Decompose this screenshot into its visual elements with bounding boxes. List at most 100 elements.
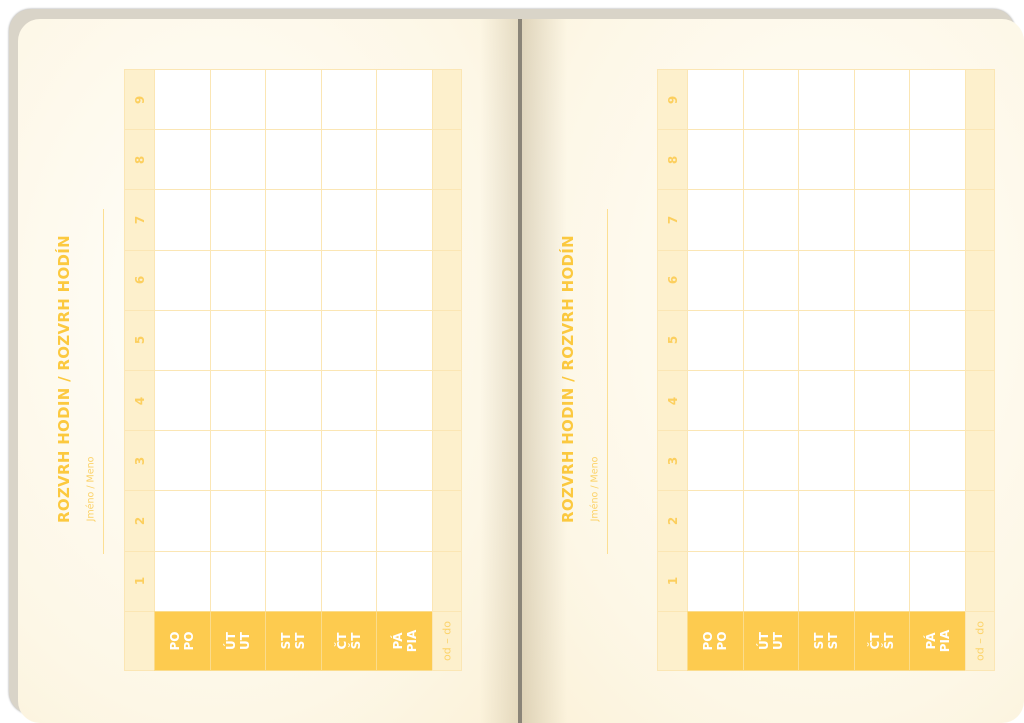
timetable-cell[interactable] [265, 309, 322, 371]
timetable-cell[interactable] [687, 189, 744, 251]
timetable-cell[interactable] [742, 309, 800, 371]
timetable-cell[interactable] [376, 370, 433, 432]
timetable-cell[interactable] [265, 430, 322, 492]
timetable-cell[interactable] [320, 550, 378, 612]
timetable-cell[interactable] [154, 189, 211, 251]
timetable-cell[interactable] [154, 69, 211, 131]
timetable-cell[interactable] [853, 69, 911, 131]
timetable-cell[interactable] [798, 490, 855, 552]
timetable-cell[interactable] [320, 129, 378, 191]
timetable-cell[interactable] [853, 189, 911, 251]
timetable-cell[interactable] [154, 370, 211, 432]
timetable-cell[interactable] [798, 69, 855, 131]
time-cell[interactable] [432, 370, 462, 432]
timetable-cell[interactable] [909, 550, 966, 612]
time-cell[interactable] [965, 490, 995, 552]
timetable-cell[interactable] [853, 490, 911, 552]
time-cell[interactable] [965, 69, 995, 131]
time-cell[interactable] [432, 490, 462, 552]
timetable-cell[interactable] [376, 129, 433, 191]
timetable-cell[interactable] [798, 430, 855, 492]
timetable-cell[interactable] [909, 309, 966, 371]
timetable-cell[interactable] [209, 430, 267, 492]
timetable-cell[interactable] [154, 249, 211, 311]
timetable-cell[interactable] [909, 129, 966, 191]
time-cell[interactable] [432, 69, 462, 131]
timetable-cell[interactable] [798, 309, 855, 371]
timetable-cell[interactable] [320, 69, 378, 131]
timetable-cell[interactable] [853, 249, 911, 311]
timetable-cell[interactable] [154, 309, 211, 371]
name-field-line[interactable] [607, 209, 608, 554]
timetable-cell[interactable] [209, 189, 267, 251]
timetable-cell[interactable] [798, 550, 855, 612]
timetable-cell[interactable] [265, 129, 322, 191]
timetable-cell[interactable] [154, 550, 211, 612]
timetable-cell[interactable] [909, 189, 966, 251]
timetable-cell[interactable] [742, 490, 800, 552]
timetable-cell[interactable] [742, 550, 800, 612]
timetable-cell[interactable] [209, 370, 267, 432]
name-field-line[interactable] [103, 209, 104, 554]
timetable-cell[interactable] [742, 129, 800, 191]
timetable-cell[interactable] [376, 309, 433, 371]
timetable-cell[interactable] [320, 309, 378, 371]
time-cell[interactable] [965, 309, 995, 371]
timetable-cell[interactable] [209, 129, 267, 191]
timetable-cell[interactable] [209, 490, 267, 552]
timetable-cell[interactable] [853, 430, 911, 492]
timetable-cell[interactable] [853, 129, 911, 191]
timetable-cell[interactable] [376, 69, 433, 131]
timetable-cell[interactable] [909, 249, 966, 311]
timetable-cell[interactable] [687, 490, 744, 552]
time-cell[interactable] [432, 189, 462, 251]
time-cell[interactable] [965, 430, 995, 492]
timetable-cell[interactable] [376, 430, 433, 492]
timetable-cell[interactable] [853, 309, 911, 371]
timetable-cell[interactable] [798, 370, 855, 432]
time-cell[interactable] [965, 189, 995, 251]
timetable-cell[interactable] [742, 69, 800, 131]
timetable-cell[interactable] [209, 249, 267, 311]
timetable-cell[interactable] [209, 550, 267, 612]
timetable-cell[interactable] [265, 370, 322, 432]
timetable-cell[interactable] [798, 249, 855, 311]
timetable-cell[interactable] [376, 550, 433, 612]
timetable-cell[interactable] [376, 490, 433, 552]
timetable-cell[interactable] [154, 430, 211, 492]
timetable-cell[interactable] [687, 430, 744, 492]
time-cell[interactable] [965, 550, 995, 612]
timetable-cell[interactable] [376, 249, 433, 311]
timetable-cell[interactable] [320, 490, 378, 552]
timetable-cell[interactable] [154, 490, 211, 552]
timetable-cell[interactable] [265, 189, 322, 251]
timetable-cell[interactable] [320, 370, 378, 432]
timetable-cell[interactable] [687, 309, 744, 371]
timetable-cell[interactable] [909, 490, 966, 552]
timetable-cell[interactable] [742, 430, 800, 492]
time-cell[interactable] [965, 370, 995, 432]
time-cell[interactable] [965, 129, 995, 191]
timetable-cell[interactable] [265, 69, 322, 131]
timetable-cell[interactable] [742, 189, 800, 251]
timetable-cell[interactable] [320, 189, 378, 251]
timetable-cell[interactable] [853, 550, 911, 612]
timetable-cell[interactable] [687, 129, 744, 191]
timetable-cell[interactable] [742, 370, 800, 432]
timetable-cell[interactable] [742, 249, 800, 311]
timetable-cell[interactable] [687, 249, 744, 311]
timetable-cell[interactable] [265, 550, 322, 612]
timetable-cell[interactable] [154, 129, 211, 191]
timetable-cell[interactable] [909, 430, 966, 492]
timetable-cell[interactable] [209, 309, 267, 371]
timetable-cell[interactable] [687, 370, 744, 432]
time-cell[interactable] [432, 129, 462, 191]
timetable-cell[interactable] [209, 69, 267, 131]
timetable-cell[interactable] [265, 490, 322, 552]
timetable-cell[interactable] [798, 189, 855, 251]
time-cell[interactable] [432, 550, 462, 612]
timetable-cell[interactable] [909, 370, 966, 432]
timetable-cell[interactable] [320, 249, 378, 311]
timetable-cell[interactable] [376, 189, 433, 251]
timetable-cell[interactable] [687, 550, 744, 612]
